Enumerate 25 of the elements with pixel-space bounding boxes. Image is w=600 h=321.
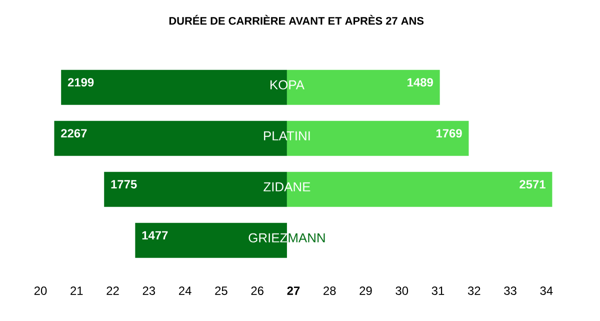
x-tick-label: 24 [178, 286, 192, 295]
annotation: 2199 [68, 78, 94, 87]
x-tick-label: 32 [468, 286, 480, 295]
annotation: 1489 [408, 78, 433, 87]
annotation: 1775 [111, 180, 137, 188]
annotation: 2571 [520, 180, 546, 189]
x-tick-label: 21 [70, 286, 83, 295]
y-tick-label: ZIDANE [264, 182, 310, 192]
annotation: 2267 [61, 129, 87, 138]
x-tick-label: 26 [251, 286, 264, 295]
y-tick-label: PLATINI [264, 131, 310, 140]
x-tick-label: 25 [215, 286, 228, 295]
x-tick-label: 29 [360, 286, 372, 295]
x-tick-label: 31 [432, 286, 444, 295]
x-tick-label: 28 [324, 286, 336, 295]
chart-title: DURÉE DE CARRIÈRE AVANT ET APRÈS 27 ANS [169, 14, 424, 25]
x-tick-label: 27 [287, 286, 300, 295]
x-tick-label: 34 [540, 286, 553, 295]
x-tick-label: 30 [396, 286, 408, 295]
x-tick-label: 33 [504, 286, 516, 295]
x-tick-label: 22 [106, 286, 119, 295]
annotation: 1477 [142, 231, 168, 240]
annotation: 1769 [436, 129, 462, 138]
x-tick-label: 23 [142, 286, 156, 295]
x-tick-label: 20 [34, 286, 47, 295]
